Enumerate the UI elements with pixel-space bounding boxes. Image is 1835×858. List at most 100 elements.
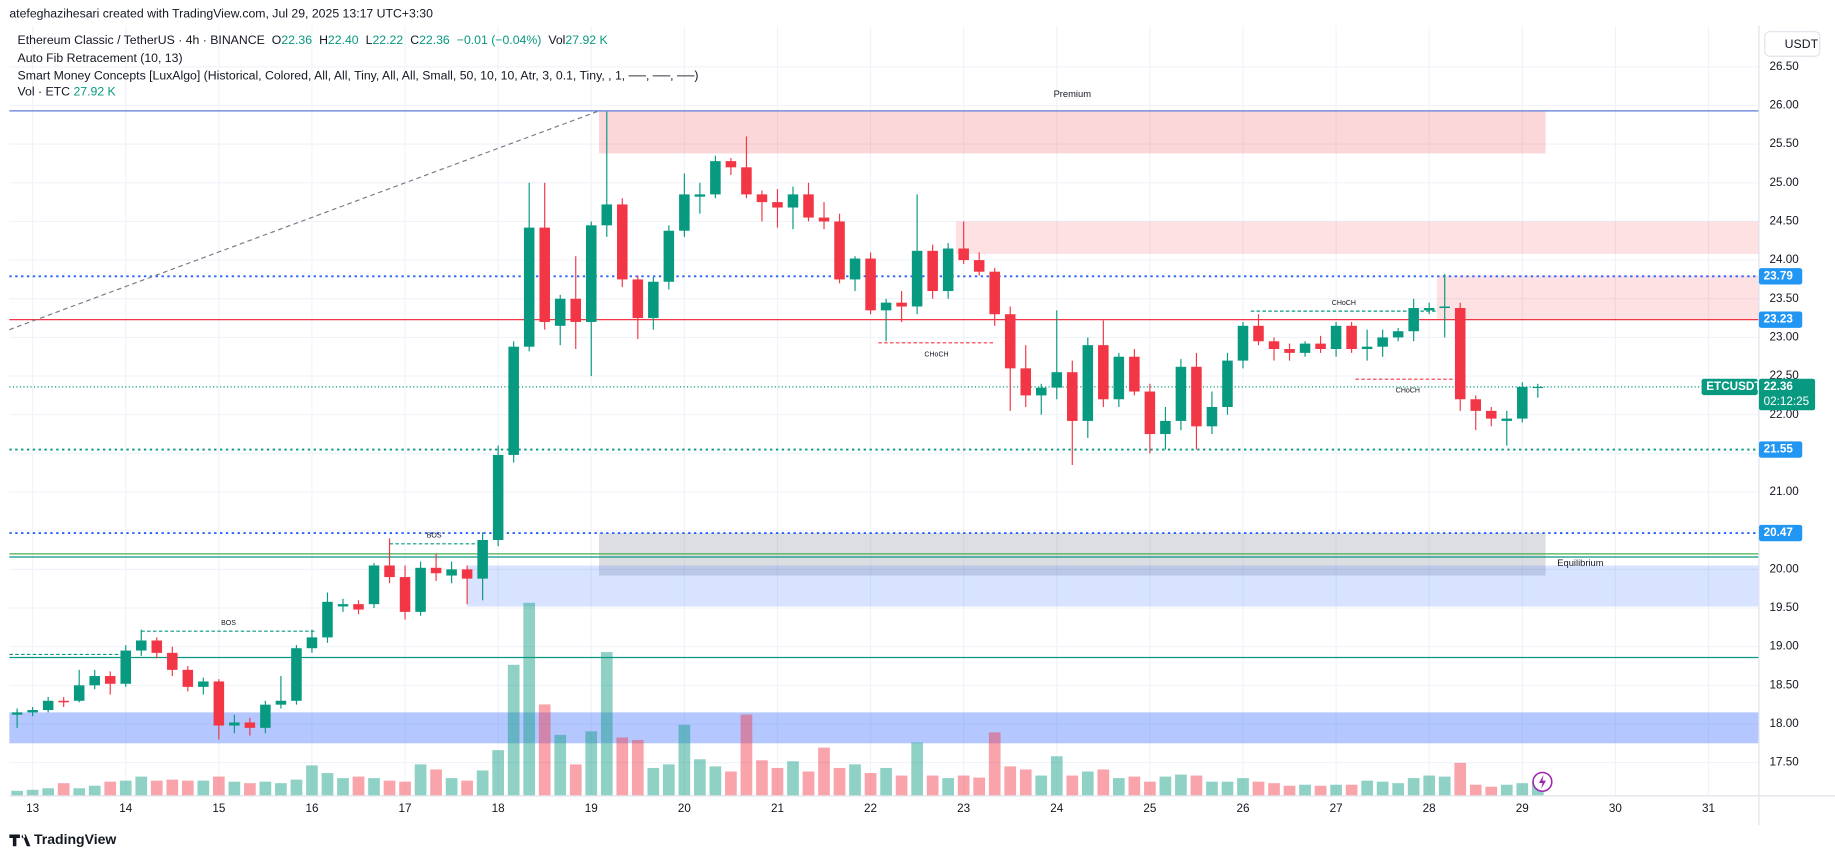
candles (11, 111, 1544, 740)
volume-bar (1144, 781, 1156, 796)
candle-body (89, 676, 100, 686)
candle-body (1191, 366, 1202, 427)
currency-label: USDT (1785, 37, 1819, 51)
candle-body (213, 681, 225, 726)
footer-brand: TradingView (34, 831, 116, 847)
zone-label: Premium (1054, 89, 1092, 99)
volume-bar (1268, 783, 1280, 796)
volume-bar (833, 767, 846, 796)
candle-body (570, 298, 582, 322)
volume-bar (662, 764, 675, 796)
volume-bar (1345, 784, 1358, 796)
volume-bar (1206, 781, 1218, 796)
candle-body (803, 194, 814, 218)
volume-bar (1376, 781, 1389, 796)
structure-label: CHoCH (1332, 300, 1356, 307)
candle-body (927, 250, 938, 292)
candle-body (1346, 325, 1357, 350)
volume-bar (1252, 781, 1265, 796)
candle-body (27, 710, 38, 713)
volume-bar (1438, 776, 1451, 796)
candle-body (741, 167, 752, 195)
x-tick-label: 20 (678, 802, 692, 815)
candle-body (229, 722, 240, 726)
candle-body (415, 567, 426, 612)
candle-body (1284, 349, 1295, 353)
candle-body (58, 700, 69, 703)
y-tick-label: 23.00 (1769, 331, 1799, 344)
volume-bar (1066, 775, 1079, 796)
volume-bar (321, 773, 334, 796)
candle-body (958, 248, 969, 261)
volume-bar (212, 776, 225, 796)
indicator: Smart Money Concepts [LuxAlgo] (Historic… (18, 68, 699, 82)
volume-bar (942, 778, 955, 796)
volume-bar (1454, 762, 1467, 796)
volume-bar (988, 732, 1001, 796)
tv-logo (9, 834, 31, 847)
y-tick-label: 24.00 (1769, 253, 1799, 266)
volume-bar (166, 779, 179, 796)
candle-body (1315, 343, 1326, 350)
volume-bar (1314, 785, 1327, 796)
zone (1436, 275, 1759, 320)
candle-body (492, 454, 504, 540)
candle-body (1253, 325, 1264, 342)
candle-body (1035, 387, 1047, 396)
volume-bar (1516, 783, 1529, 796)
volume-bar (1407, 778, 1420, 796)
candle-body (275, 700, 287, 705)
candle-body (1392, 331, 1404, 338)
candle-body (880, 302, 892, 311)
y-tick-label: 19.50 (1769, 601, 1799, 614)
volume-bar (244, 783, 256, 796)
y-tick-label: 25.50 (1769, 137, 1799, 150)
volume-bar (1050, 756, 1063, 796)
candle-body (865, 258, 876, 311)
candle-body (384, 565, 395, 578)
y-tick-label: 19.00 (1769, 640, 1799, 653)
candle-body (1020, 368, 1032, 396)
indicator: Auto Fib Retracement (10, 13) (18, 51, 183, 65)
candle-body (1361, 346, 1373, 350)
candle-body (1377, 337, 1388, 347)
candle-body (818, 217, 830, 222)
volume-bar (600, 652, 613, 796)
candle-body (1268, 341, 1280, 350)
candle-body (1454, 308, 1466, 400)
ohlc-key: H (319, 33, 328, 47)
volume-bar (1283, 785, 1296, 796)
candle-body (989, 271, 1000, 315)
candle-body (42, 700, 54, 711)
x-tick-label: 23 (957, 802, 970, 815)
candle-body (1470, 399, 1482, 411)
volume-bar (911, 742, 923, 796)
price-tag (1758, 441, 1803, 458)
volume-bar (538, 704, 551, 796)
vol-value: 27.92 K (565, 33, 608, 47)
price-tag (1758, 311, 1803, 328)
volume-bar (73, 788, 86, 796)
time-axis-bg (0, 795, 1835, 826)
x-tick-label: 27 (1330, 802, 1343, 815)
volume-bar (1299, 784, 1311, 796)
volume-bar (1469, 784, 1482, 796)
volume-bar (228, 781, 241, 796)
candle-body (368, 565, 380, 605)
candle-body (104, 676, 116, 684)
x-tick-label: 21 (771, 802, 784, 815)
zone (9, 712, 1759, 744)
y-tick-label: 18.50 (1769, 678, 1799, 691)
price-tag-label: 20.47 (1764, 526, 1793, 539)
ohlc-value: 22.22 (372, 33, 403, 47)
ohlc-value: 22.40 (328, 33, 359, 47)
y-tick-label: 23.50 (1769, 292, 1799, 305)
currency-button[interactable] (1764, 31, 1821, 57)
y-tick-label: 22.00 (1769, 408, 1799, 421)
volume-bar (1361, 780, 1373, 796)
price-tags: 23.79 23.23 21.55 20.47 ETCUSDT 22.36 02:12:25 (1701, 268, 1816, 542)
volume-bar (1423, 775, 1436, 796)
candle-body (632, 279, 644, 319)
ohlc-key: O (272, 33, 282, 47)
